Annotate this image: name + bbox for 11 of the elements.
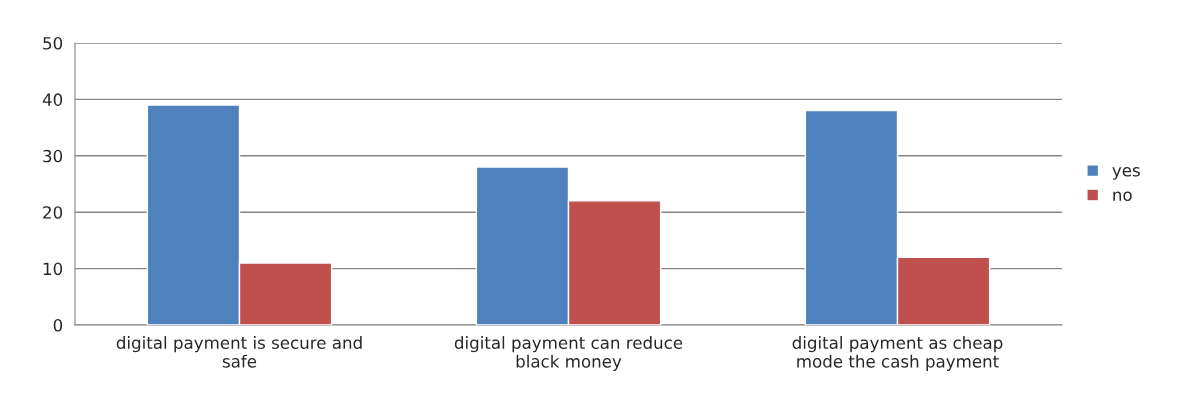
y-tick-label: 0 <box>53 318 63 332</box>
y-tick-label: 30 <box>43 149 63 163</box>
x-tick-label: digital payment can reduce black money <box>454 336 683 371</box>
legend-label: no <box>1113 191 1132 202</box>
y-tick-label: 10 <box>43 262 63 276</box>
x-tick-label: digital payment is secure and safe <box>116 336 362 368</box>
legend-label: yes <box>1112 167 1140 180</box>
y-tick-label: 20 <box>43 206 63 219</box>
y-tick-label: 50 <box>43 36 63 50</box>
y-tick-label: 40 <box>42 93 63 106</box>
x-tick-label: digital payment as cheap mode the cash payment <box>792 336 1003 371</box>
